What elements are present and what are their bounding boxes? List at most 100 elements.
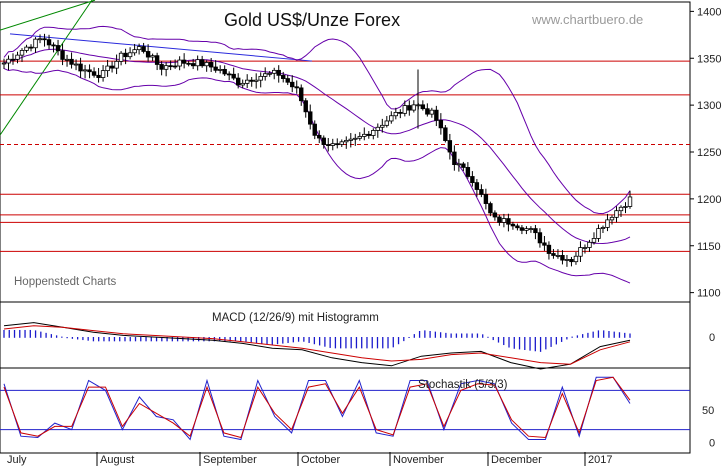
candle [524, 226, 529, 235]
y-tick-label: 1150 [697, 241, 721, 253]
stochastic-panel: 50 0 [0, 376, 715, 450]
candle [145, 44, 151, 62]
candle [483, 188, 489, 210]
candle [600, 225, 606, 233]
candle [285, 74, 290, 86]
candle [254, 73, 259, 89]
candle [15, 51, 20, 64]
downtrend-line [9, 33, 313, 62]
candle [461, 161, 466, 172]
candle [447, 133, 453, 160]
candle [290, 75, 295, 93]
candle [240, 79, 245, 89]
candle [199, 55, 205, 68]
candle [159, 61, 164, 76]
candle [438, 113, 444, 135]
y-tick-label: 1350 [697, 53, 721, 65]
candle [362, 127, 367, 141]
candle [1, 58, 7, 70]
macd-panel: 0 [3, 322, 715, 370]
candle [272, 67, 277, 80]
macd-zero-label: 0 [709, 332, 715, 344]
candle [82, 64, 88, 79]
candle [235, 73, 241, 89]
candle [609, 215, 615, 225]
candle [429, 107, 435, 118]
candle [208, 57, 214, 73]
candle [573, 251, 579, 265]
candle [537, 228, 543, 248]
candle [420, 100, 426, 111]
candle [118, 51, 124, 66]
candle [217, 65, 223, 74]
candle [96, 67, 101, 83]
watermark: www.chartbuero.de [531, 12, 643, 27]
y-tick-label: 1100 [697, 288, 721, 300]
candle [181, 53, 187, 69]
x-tick-label: July [7, 454, 27, 466]
candle [177, 56, 182, 71]
uptrend-line [0, 0, 93, 136]
candle [528, 226, 534, 233]
candle [497, 214, 502, 226]
candle [308, 104, 313, 130]
y-tick-label: 1300 [697, 100, 721, 112]
candle [213, 60, 218, 73]
candle [578, 241, 583, 262]
candle [407, 100, 412, 116]
candle [470, 171, 475, 187]
candle [596, 224, 601, 242]
stochastic-title: Stochastik (5/3/3) [418, 379, 508, 391]
candle [560, 250, 565, 265]
candle [55, 39, 61, 56]
candle [294, 80, 299, 94]
candle [569, 256, 574, 267]
candle [190, 58, 196, 70]
candle [402, 100, 408, 117]
macd-line [3, 322, 631, 370]
candle [19, 48, 25, 62]
candle [73, 59, 79, 71]
candle [163, 62, 169, 77]
candle [100, 65, 106, 82]
candle [281, 71, 286, 83]
candle [425, 103, 430, 117]
candle [510, 221, 516, 230]
candle [51, 42, 56, 53]
candle [87, 64, 92, 79]
resistance-lines [0, 60, 690, 252]
candle [551, 249, 556, 259]
candle [474, 179, 480, 197]
trend-lines [0, 0, 313, 136]
stochastic-k-line [3, 376, 631, 441]
candle [136, 43, 142, 55]
candle [42, 33, 47, 47]
candle [515, 223, 520, 231]
candle [339, 139, 344, 148]
candle [348, 133, 353, 148]
y-tick-label: 1250 [697, 147, 721, 159]
candle [411, 100, 417, 113]
stochastic-y-label: 0 [709, 438, 715, 450]
candle [587, 239, 592, 252]
candle [492, 210, 498, 221]
candle [555, 249, 561, 259]
candle [627, 190, 633, 209]
candle [479, 184, 484, 198]
candle [393, 107, 399, 120]
candle [317, 130, 322, 144]
candle [69, 52, 74, 69]
price-candles [1, 33, 633, 267]
candle [222, 65, 227, 76]
price-panel-frame [0, 1, 691, 303]
candle [366, 131, 371, 139]
candle [105, 59, 110, 77]
x-tick-label: September [203, 454, 257, 466]
candle [321, 135, 326, 149]
macd-signal-line [3, 325, 631, 365]
x-tick-label: October [301, 454, 340, 466]
candle [546, 241, 552, 260]
candle [452, 145, 457, 171]
uptrend-line-upper [0, 0, 96, 31]
